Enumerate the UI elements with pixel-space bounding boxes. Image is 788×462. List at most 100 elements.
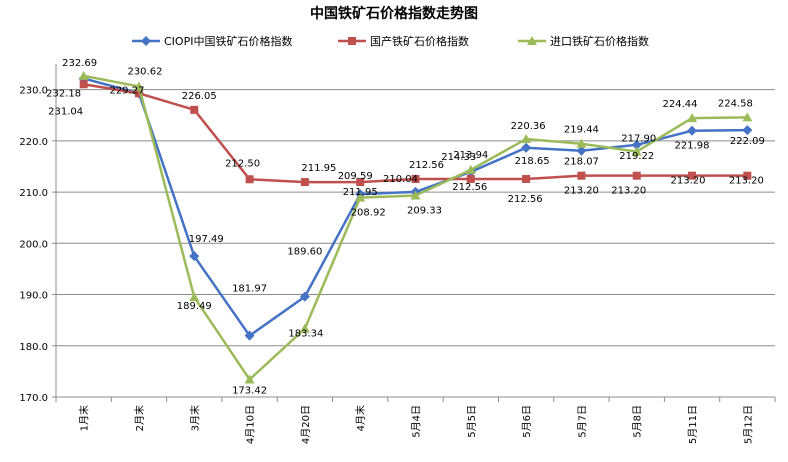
data-point <box>743 171 752 180</box>
data-point <box>687 125 698 136</box>
data-label: 213.20 <box>729 176 764 187</box>
data-point <box>577 171 586 180</box>
data-point <box>688 171 697 180</box>
x-tick-label: 5月5日 <box>466 405 478 438</box>
data-point <box>631 139 642 150</box>
data-label: 208.92 <box>351 208 386 219</box>
data-label: 211.95 <box>301 163 336 174</box>
data-label: 226.05 <box>182 91 217 102</box>
data-label: 221.98 <box>675 141 710 152</box>
legend: CIOPI中国铁矿石价格指数 国产铁矿石价格指数 进口铁矿石价格指数 <box>132 34 649 48</box>
data-point <box>410 190 421 200</box>
y-tick-label: 170.0 <box>19 393 48 404</box>
data-label: 183.34 <box>288 329 323 340</box>
x-tick-label: 1月末 <box>78 405 91 431</box>
data-label: 214.33 <box>441 152 476 163</box>
x-tick-label: 5月7日 <box>576 405 588 438</box>
data-label: 213.20 <box>671 176 706 187</box>
data-label: 197.49 <box>189 234 224 245</box>
data-point <box>356 178 365 187</box>
data-point <box>742 125 753 136</box>
y-tick-label: 180.0 <box>19 342 48 353</box>
data-label: 218.65 <box>515 156 550 167</box>
x-tick-label: 5月8日 <box>632 405 644 438</box>
data-point <box>245 175 254 184</box>
y-tick-label: 210.0 <box>19 188 48 199</box>
data-point <box>411 174 420 183</box>
data-label: 189.60 <box>287 247 322 258</box>
x-tick-label: 2月末 <box>133 405 146 431</box>
data-label: 212.50 <box>225 158 260 169</box>
data-label: 181.97 <box>232 284 267 295</box>
data-label: 224.58 <box>718 98 753 109</box>
data-point <box>78 70 89 80</box>
data-point <box>465 164 476 174</box>
y-tick-label: 220.0 <box>19 137 48 148</box>
data-label: 212.56 <box>452 182 487 193</box>
data-label: 229.27 <box>109 85 144 96</box>
data-label: 232.69 <box>62 58 97 69</box>
x-tick-label: 5月6日 <box>521 405 533 438</box>
data-label: 217.90 <box>621 134 656 145</box>
legend-label: 国产铁矿石价格指数 <box>370 34 469 48</box>
data-label: 213.94 <box>453 150 488 161</box>
data-point <box>466 174 475 183</box>
data-label: 219.22 <box>619 151 654 162</box>
data-point <box>522 174 531 183</box>
data-point <box>189 292 200 302</box>
data-point <box>79 80 88 89</box>
chart-title: 中国铁矿石价格指数走势图 <box>310 5 478 22</box>
data-label: 222.09 <box>730 136 765 147</box>
data-point <box>576 145 587 156</box>
data-label: 220.36 <box>511 121 546 132</box>
data-point <box>299 323 310 333</box>
data-point <box>190 105 199 114</box>
legend-label: 进口铁矿石价格指数 <box>550 34 649 48</box>
data-point <box>244 330 255 341</box>
x-tick-label: 3月末 <box>188 405 201 431</box>
data-label: 218.07 <box>564 157 599 168</box>
data-label: 219.44 <box>564 125 599 136</box>
legend-marker <box>141 36 151 46</box>
legend-marker <box>527 36 537 45</box>
grid-lines <box>56 89 775 347</box>
x-tick-label: 5月12日 <box>742 405 754 444</box>
y-tick-label: 190.0 <box>19 291 48 302</box>
series-group <box>78 70 753 384</box>
x-tick-label: 5月4日 <box>411 405 423 438</box>
data-label: 232.18 <box>46 88 81 99</box>
data-label: 209.33 <box>407 206 442 217</box>
data-point <box>742 112 753 122</box>
data-point <box>576 138 587 148</box>
data-label: 230.62 <box>127 66 162 77</box>
y-tick-label: 230.0 <box>19 86 48 97</box>
data-point <box>632 171 641 180</box>
data-label: 213.20 <box>564 186 599 197</box>
data-point <box>299 291 310 302</box>
data-point <box>133 81 144 91</box>
data-label: 224.44 <box>663 99 698 110</box>
data-label: 211.95 <box>343 187 378 198</box>
data-label: 173.42 <box>232 385 267 396</box>
data-label: 231.04 <box>48 106 83 117</box>
data-point <box>189 251 200 262</box>
data-label: 213.20 <box>611 186 646 197</box>
series-line <box>83 74 748 382</box>
data-point <box>134 89 143 98</box>
data-label: 210.04 <box>383 174 418 185</box>
legend-label: CIOPI中国铁矿石价格指数 <box>164 34 292 48</box>
data-point <box>355 192 366 202</box>
data-point <box>244 374 255 384</box>
data-label: 189.49 <box>177 301 212 312</box>
data-point <box>300 178 309 187</box>
x-tick-label: 4月末 <box>354 405 367 431</box>
data-point <box>631 146 642 156</box>
data-point <box>687 113 698 123</box>
axes: 170.0 180.0 190.0 200.0 210.0 220.0 230.0 1月末 2月… <box>19 64 776 444</box>
data-point <box>521 142 532 153</box>
x-tick-label: 5月11日 <box>687 405 699 444</box>
x-tick-label: 4月10日 <box>245 405 257 444</box>
data-label: 209.59 <box>338 171 373 182</box>
data-label: 212.56 <box>508 194 543 205</box>
